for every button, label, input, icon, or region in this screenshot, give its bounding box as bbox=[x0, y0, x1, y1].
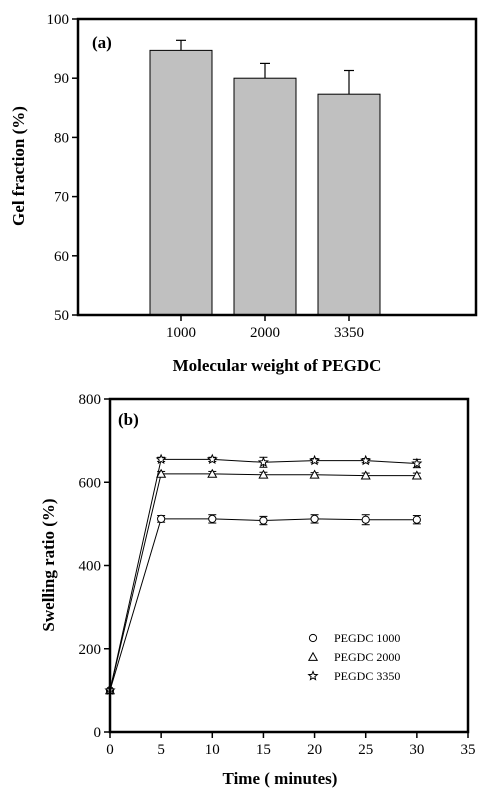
chart-b-series-line bbox=[109, 518, 417, 691]
legend-entry: PEGDC 3350 bbox=[334, 669, 400, 683]
chart-b-x-tick-label: 0 bbox=[106, 742, 114, 758]
chart-a-y-tick-label: 90 bbox=[54, 71, 69, 87]
chart-b-point bbox=[309, 469, 320, 479]
chart-b-x-tick-label: 30 bbox=[409, 742, 424, 758]
legend-entry: PEGDC 1000 bbox=[334, 631, 400, 645]
chart-b-point bbox=[310, 514, 319, 523]
chart-a-plot-frame bbox=[76, 17, 478, 317]
chart-b-x-tick-label: 25 bbox=[358, 742, 373, 758]
chart-b-y-tick-label: 800 bbox=[79, 392, 102, 408]
chart-b-series-3 bbox=[104, 453, 423, 696]
chart-b-x-tick-label: 5 bbox=[157, 742, 165, 758]
chart-a-x-tick-label: 3350 bbox=[334, 325, 364, 341]
chart-b-x-axis-title: Time ( minutes) bbox=[223, 769, 338, 788]
chart-b-x-tick-label: 35 bbox=[461, 742, 476, 758]
chart-a-bar bbox=[317, 93, 381, 316]
chart-b-series-2 bbox=[104, 468, 422, 695]
chart-b-legend: PEGDC 1000 PEGDC 2000 PEGDC 3350 bbox=[307, 631, 400, 683]
chart-b-x-tick-label: 10 bbox=[205, 742, 220, 758]
chart-b-point bbox=[258, 469, 269, 479]
chart-a-y-axis-title: Gel fraction (%) bbox=[9, 106, 28, 226]
chart-b-y-axis-title: Swelling ratio (%) bbox=[39, 498, 58, 631]
chart-b-point bbox=[157, 514, 166, 523]
chart-a-y-tick-label: 60 bbox=[54, 249, 69, 265]
chart-b-y-tick-label: 600 bbox=[79, 475, 102, 491]
chart-b-point bbox=[412, 515, 421, 524]
chart-a-bar bbox=[233, 77, 297, 316]
chart-b-point bbox=[259, 516, 268, 525]
chart-b-point bbox=[360, 470, 371, 480]
chart-b-x-tick-label: 20 bbox=[307, 742, 322, 758]
chart-b-point bbox=[207, 468, 218, 478]
legend-marker bbox=[307, 670, 319, 681]
chart-a-x-tick-label: 1000 bbox=[166, 325, 196, 341]
legend-marker bbox=[307, 651, 319, 661]
chart-b-point bbox=[360, 454, 372, 466]
chart-b-y-tick-label: 0 bbox=[94, 725, 102, 741]
panel-label-a: (a) bbox=[92, 33, 112, 52]
chart-a-x-axis-title: Molecular weight of PEGDC bbox=[173, 356, 382, 375]
chart-b-point bbox=[208, 514, 217, 523]
chart-b-y-tick-label: 200 bbox=[79, 642, 102, 658]
chart-b-series-1 bbox=[105, 514, 421, 695]
chart-a-y-tick-label: 100 bbox=[47, 12, 70, 28]
chart-b-point bbox=[361, 515, 370, 524]
chart-b-y-tick-label: 400 bbox=[79, 559, 102, 575]
chart-b-point bbox=[411, 457, 423, 469]
chart-b-point bbox=[309, 454, 321, 466]
chart-b-x-tick-label: 15 bbox=[256, 742, 271, 758]
chart-b-point bbox=[155, 453, 167, 465]
chart-b-point bbox=[156, 468, 167, 478]
panel-label-b: (b) bbox=[118, 410, 139, 429]
chart-a-bar bbox=[149, 49, 213, 316]
chart-b-point bbox=[411, 470, 422, 480]
legend-entry: PEGDC 2000 bbox=[334, 650, 400, 664]
chart-a-x-tick-label: 2000 bbox=[250, 325, 280, 341]
chart-a-y-tick-label: 50 bbox=[54, 308, 69, 324]
chart-b-point bbox=[206, 453, 218, 465]
chart-b-plot-frame bbox=[108, 397, 470, 734]
swelling-ratio-chart: (b) Time ( minutes) Swelling ratio (%) 0… bbox=[39, 392, 476, 788]
legend-marker bbox=[308, 633, 318, 643]
chart-a-y-tick-label: 80 bbox=[54, 130, 69, 146]
chart-a-y-tick-label: 70 bbox=[54, 190, 69, 206]
gel-fraction-chart: (a) Molecular weight of PEGDC Gel fracti… bbox=[9, 12, 478, 375]
chart-b-point bbox=[257, 456, 269, 467]
